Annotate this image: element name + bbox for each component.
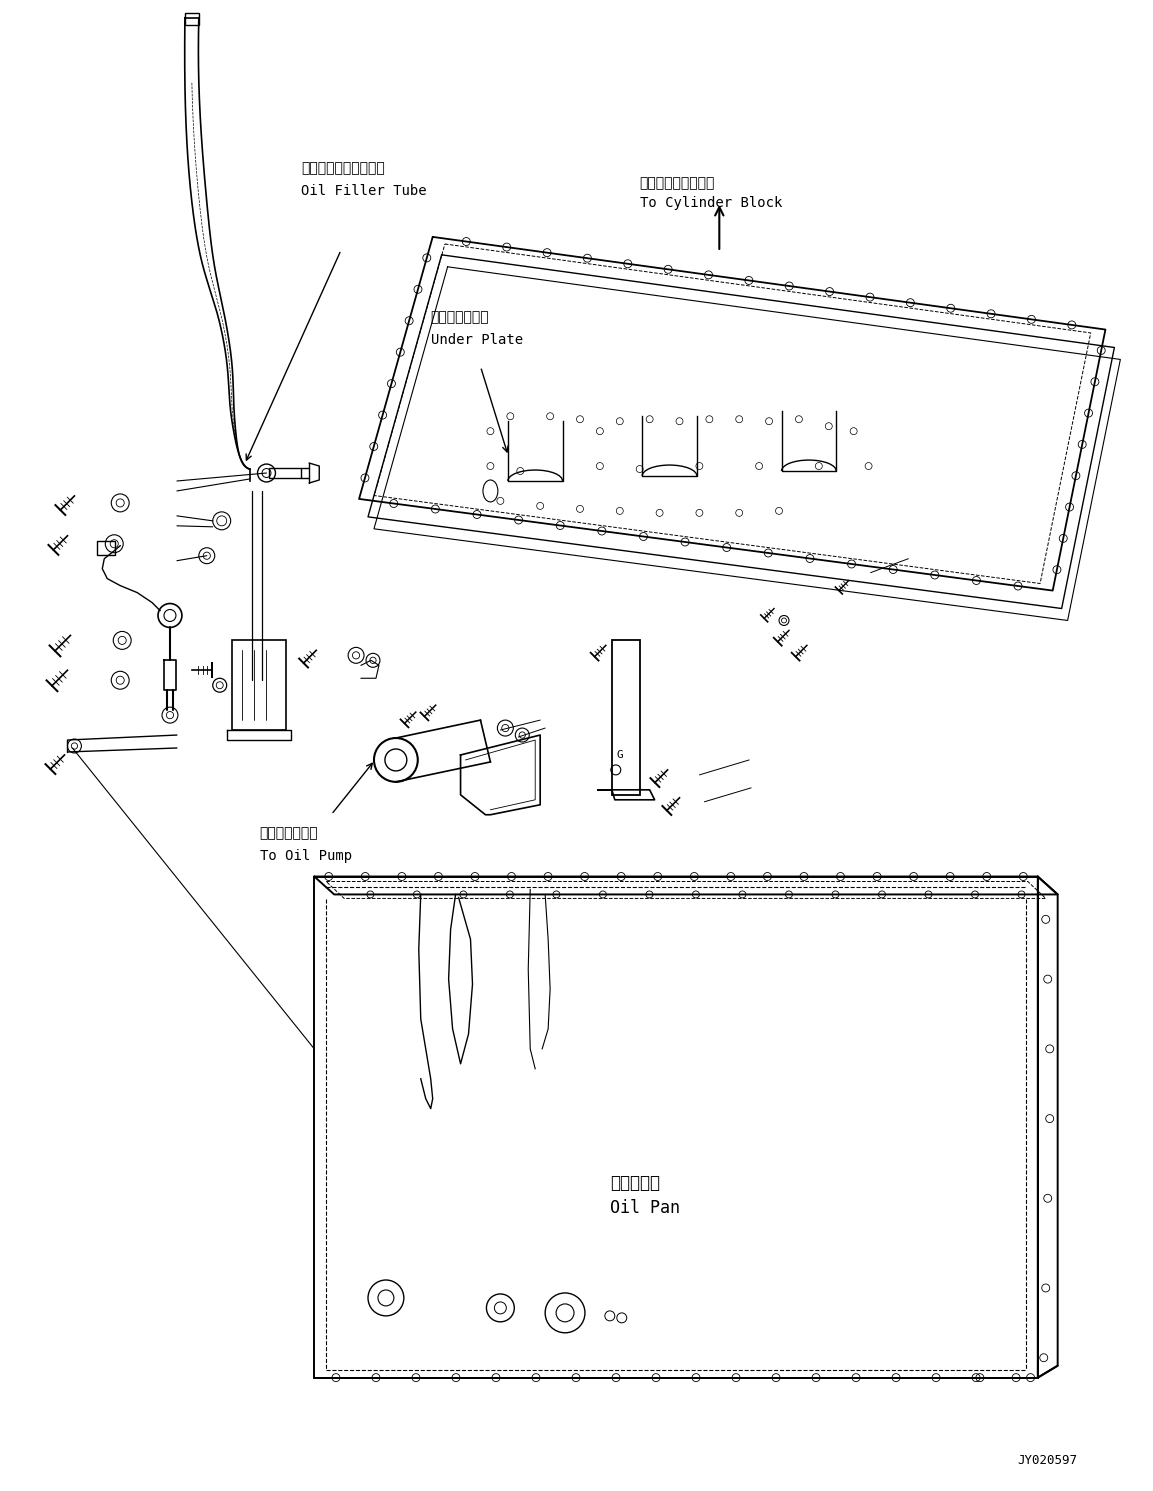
Text: アンダプレート: アンダプレート — [431, 310, 489, 325]
Text: Oil Pan: Oil Pan — [610, 1199, 680, 1217]
Text: To Cylinder Block: To Cylinder Block — [640, 195, 782, 210]
Text: オイルフィラチューブ: オイルフィラチューブ — [301, 161, 385, 174]
Bar — [270, 468, 301, 479]
Text: JY020597: JY020597 — [1018, 1454, 1078, 1467]
Text: Oil Filler Tube: Oil Filler Tube — [301, 183, 427, 198]
Bar — [232, 641, 286, 731]
Bar — [612, 641, 640, 795]
Text: Under Plate: Under Plate — [431, 332, 522, 346]
Text: To Oil Pump: To Oil Pump — [259, 848, 352, 863]
Text: オイルパン: オイルパン — [610, 1175, 660, 1193]
Text: オイルポンプへ: オイルポンプへ — [259, 826, 318, 841]
Text: G: G — [617, 750, 624, 760]
Bar — [184, 13, 198, 25]
Bar — [97, 541, 115, 555]
Text: シリンダブロックへ: シリンダブロックへ — [640, 176, 715, 189]
